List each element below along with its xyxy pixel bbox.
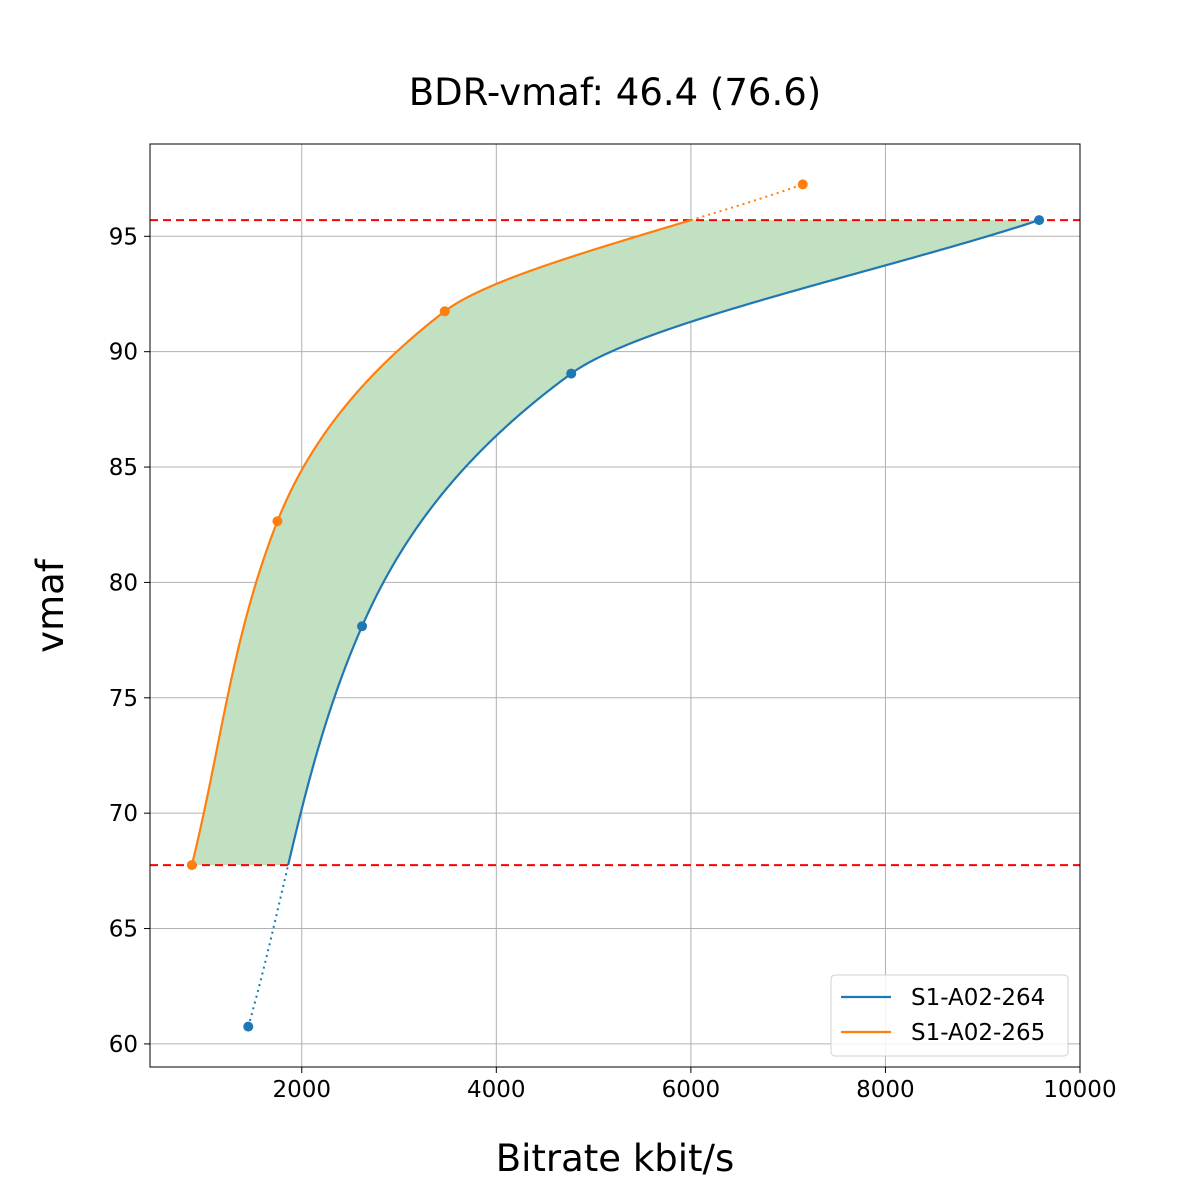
chart-title: BDR-vmaf: 46.4 (76.6) [409,71,821,114]
y-tick-label: 80 [109,570,138,596]
data-point [272,516,283,527]
x-tick-label: 4000 [467,1077,526,1103]
data-point [357,621,368,632]
data-point [439,306,450,317]
y-tick-label: 90 [109,340,138,366]
x-tick-label: 2000 [272,1077,331,1103]
data-point [797,179,808,190]
y-tick-label: 95 [109,224,138,250]
series-line-extrapolated [690,183,804,222]
data-point [1034,215,1045,226]
legend: S1-A02-264 S1-A02-265 [830,974,1069,1057]
legend-label: S1-A02-264 [911,985,1045,1011]
data-point [243,1021,254,1032]
legend-label: S1-A02-265 [911,1020,1045,1046]
data-point [186,860,197,871]
data-point [566,368,577,379]
series-line-extrapolated [247,864,290,1027]
plot-frame [149,143,1081,1068]
axis-ticks: 2000 4000 6000 8000 10000 60 65 70 75 80 85 90 95 [109,224,1117,1103]
x-tick-label: 8000 [856,1077,915,1103]
series-line [287,219,1040,866]
series-line [190,219,692,866]
y-tick-label: 70 [109,801,138,827]
x-tick-label: 10000 [1043,1077,1116,1103]
y-tick-label: 85 [109,455,138,481]
x-tick-label: 6000 [662,1077,721,1103]
y-axis-label: vmaf [29,558,72,653]
legend-box [830,974,1069,1057]
y-tick-label: 65 [109,917,138,943]
plot-area [150,144,1081,1067]
x-axis-label: Bitrate kbit/s [496,1137,735,1180]
bd-rate-fill-area [191,220,1040,866]
y-tick-label: 60 [109,1032,138,1058]
y-tick-label: 75 [109,686,138,712]
